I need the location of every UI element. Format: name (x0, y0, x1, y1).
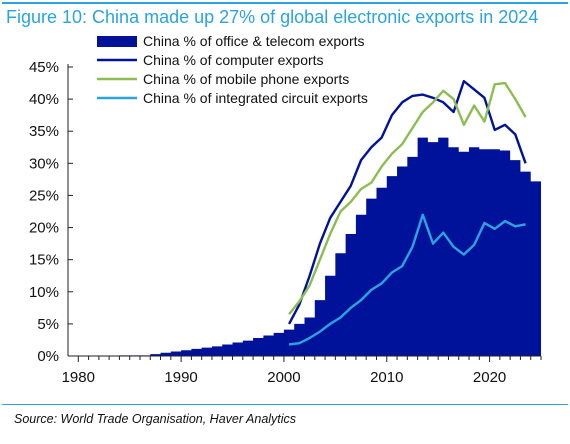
legend-item: China % of integrated circuit exports (97, 90, 368, 106)
x-tick-label: 1980 (62, 369, 95, 386)
y-tick-label: 25% (29, 187, 59, 204)
y-tick-label: 35% (29, 123, 59, 140)
area-layer (119, 137, 542, 356)
x-tick-label: 2000 (267, 369, 300, 386)
legend-item: China % of computer exports (97, 52, 324, 68)
legend: China % of office & telecom exports China… (97, 33, 368, 106)
x-tick-label: 1990 (164, 369, 197, 386)
line-series-integrated-circuit (288, 213, 526, 346)
y-tick-label: 40% (29, 91, 59, 108)
title-bar: Figure 10: China made up 27% of global e… (2, 2, 568, 34)
legend-label: China % of mobile phone exports (143, 71, 349, 87)
x-tick-label: 2010 (370, 369, 403, 386)
x-tick-label: 2020 (473, 369, 506, 386)
chart-title: Figure 10: China made up 27% of global e… (6, 7, 539, 27)
line-series-computer (288, 79, 527, 325)
y-tick-label: 15% (29, 252, 59, 269)
y-tick-label: 30% (29, 155, 59, 172)
axes-layer: 0% 5% 10% 15% 20% 25% 30% 35% 40% 45% 1980 1990 2000… (29, 59, 542, 386)
y-tick-label: 0% (37, 348, 59, 365)
legend-label: China % of computer exports (143, 52, 324, 68)
legend-swatch (97, 36, 137, 47)
legend-item: China % of office & telecom exports (97, 33, 365, 49)
y-tick-label: 45% (29, 59, 59, 76)
legend-label: China % of integrated circuit exports (143, 90, 368, 106)
line-layer (288, 79, 527, 346)
y-tick-label: 20% (29, 220, 59, 237)
y-tick-label: 5% (37, 316, 59, 333)
area-series-office-telecom (119, 137, 542, 356)
legend-item: China % of mobile phone exports (97, 71, 349, 87)
y-tick-label: 10% (29, 284, 59, 301)
source-divider (2, 404, 568, 405)
line-series-mobile-phone (288, 81, 527, 316)
source-note: Source: World Trade Organisation, Haver … (14, 412, 297, 426)
legend-label: China % of office & telecom exports (143, 33, 365, 49)
